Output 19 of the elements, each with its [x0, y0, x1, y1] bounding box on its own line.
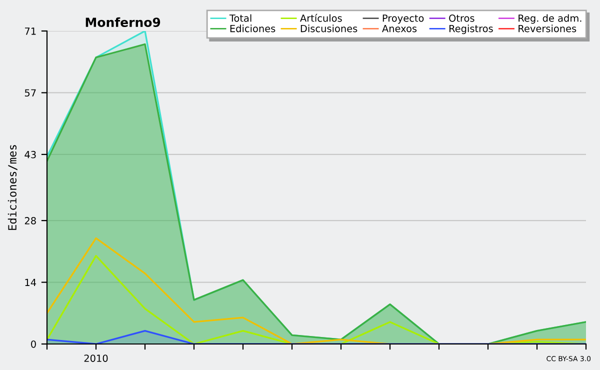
y-tick-label: 14 — [25, 278, 36, 286]
legend-label: Reversiones — [518, 24, 576, 32]
legend-label: Otros — [449, 14, 474, 22]
y-tick-label: 0 — [31, 340, 36, 348]
y-tick-label: 28 — [24, 217, 36, 224]
x-tick-label: 2010 — [84, 354, 108, 362]
legend-label: Discusiones — [300, 24, 358, 32]
y-tick-label: 71 — [25, 28, 36, 35]
legend-label: Ediciones — [230, 24, 276, 32]
legend-label: Anexos — [382, 24, 417, 32]
legend-label: Total — [229, 14, 252, 22]
y-axis-title: Ediciones/mes — [8, 145, 18, 230]
chart-title: Monferno9 — [86, 17, 160, 28]
y-tick-label: 57 — [24, 89, 36, 97]
legend-label: Reg. de adm. — [518, 14, 582, 24]
legend-label: Registros — [449, 24, 493, 34]
legend-label: Artículos — [300, 14, 342, 22]
legend-label: Proyecto — [382, 14, 424, 24]
y-tick-label: 43 — [24, 150, 36, 158]
